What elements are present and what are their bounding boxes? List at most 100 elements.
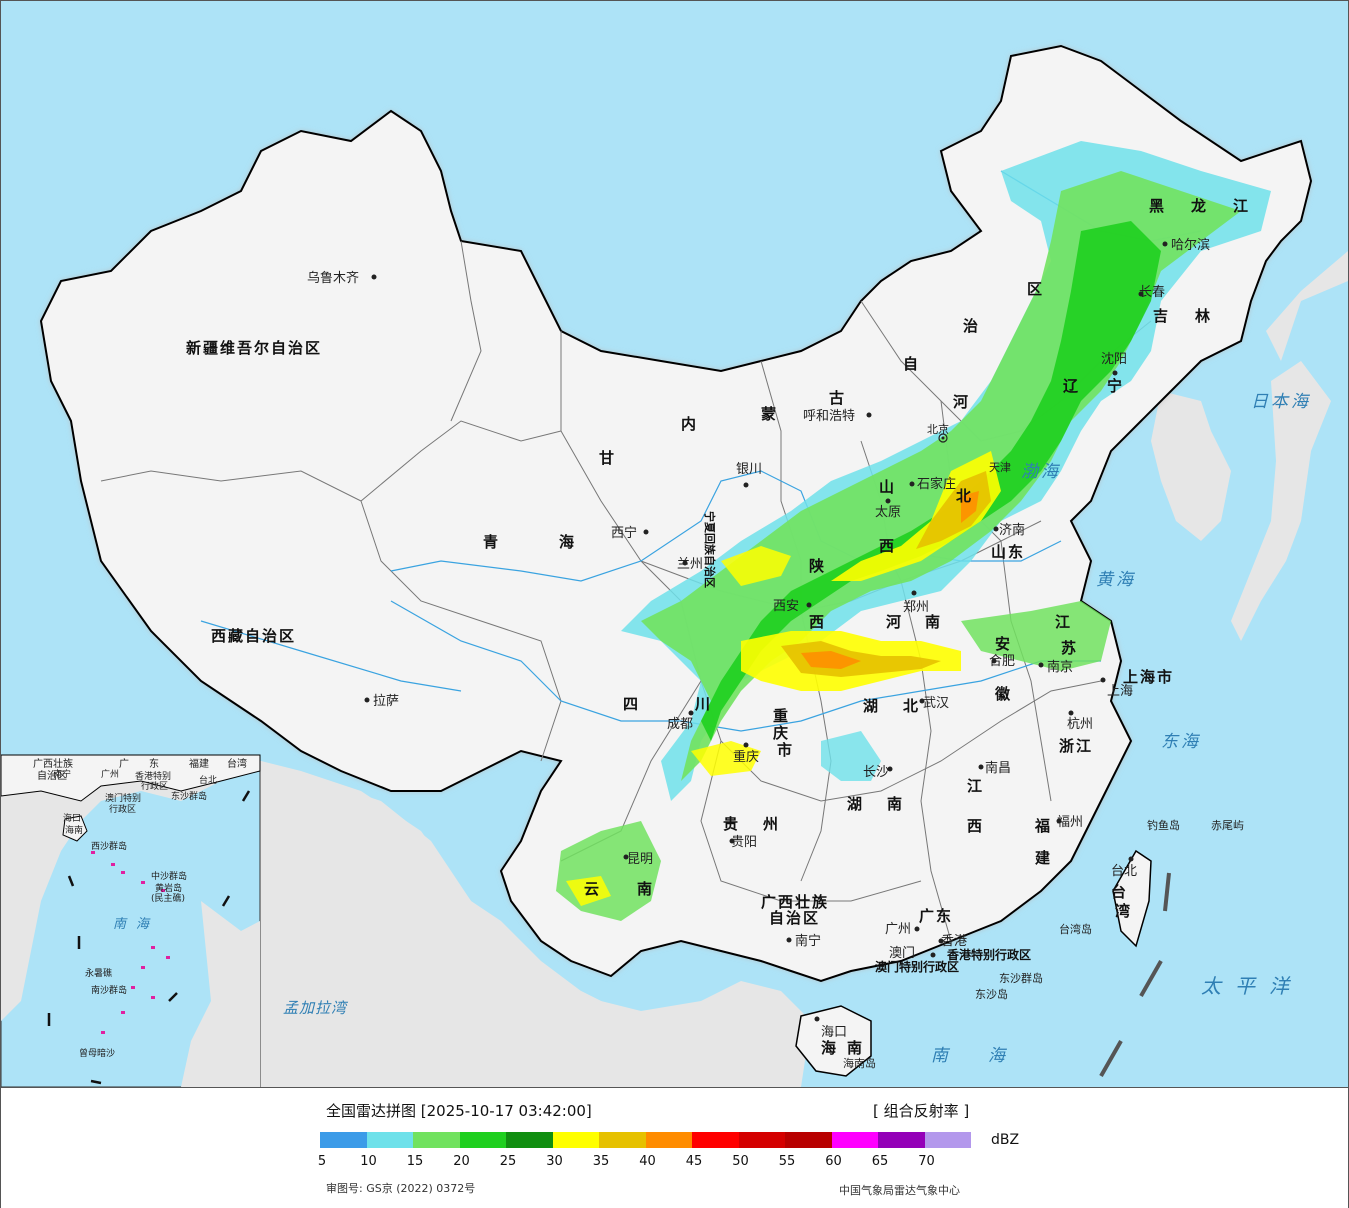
city-zhengzhou: 郑州 [903,600,929,615]
label-xinjiang: 新疆维吾尔自治区 [186,339,322,357]
city-harbin: 哈尔滨 [1171,237,1210,253]
label-taiwan-tai: 台 [1111,883,1128,901]
city-shijiazhuang: 石家庄 [917,476,956,492]
city-xining: 西宁 [611,525,637,541]
city-taipei: 台北 [1111,864,1137,879]
label-jiangsu-jiang: 江 [1055,613,1072,631]
label-henan-nan: 南 [925,613,942,631]
label-hlj-hei: 黑 [1149,197,1166,215]
city-nanjing: 南京 [1047,659,1073,675]
label-sichuan-si: 四 [623,695,640,713]
color-swatch [692,1132,739,1148]
city-shanghai: 上海 [1107,684,1133,699]
inset-dongsha: 东沙群岛 [171,790,207,802]
inset-guangdong-guang: 广 [119,758,129,770]
label-neimeng-nei: 内 [681,415,698,433]
radar-echoes [556,141,1271,921]
sea-bohai: 渤海 [1021,462,1061,482]
scale-tick-label: 50 [732,1154,749,1169]
china-land [39,44,1313,983]
city-lanzhou: 兰州 [677,557,703,572]
city-hefei: 合肥 [989,654,1015,669]
legend-panel: 全国雷达拼图 [2025-10-17 03:42:00] [ 组合反射率 ] d… [1,1087,1348,1208]
inset-nansha: 南沙群岛 [91,984,127,996]
city-lhasa: 拉萨 [373,694,399,709]
island-hainan: 海南岛 [843,1056,876,1070]
island-taiwan: 台湾岛 [1059,922,1092,936]
city-yinchuan: 银川 [736,462,762,477]
color-swatch [645,1132,692,1148]
taiwan-island [1112,849,1152,948]
label-shaanxi-xi: 西 [809,613,826,631]
label-shanxi-xi: 西 [879,537,896,555]
scale-tick-label: 70 [918,1154,935,1169]
color-swatch [413,1132,460,1148]
city-urumqi: 乌鲁木齐 [307,270,359,286]
inset-nanning: 南宁 [53,768,71,780]
label-anhui-an: 安 [995,635,1012,653]
hainan-island [795,1005,872,1077]
label-sichuan-chuan: 川 [694,695,712,713]
sea-south: 南海 [931,1046,1045,1066]
inset-haikou: 海口 [63,812,81,824]
color-swatch [459,1132,506,1148]
scale-tick-label: 45 [685,1154,703,1169]
city-shenyang: 沈阳 [1101,352,1127,367]
label-cq-qing: 庆 [773,724,790,742]
sea-east: 东海 [1161,732,1201,752]
color-swatch [924,1132,971,1148]
legend-product: [ 组合反射率 ] [873,1102,970,1120]
city-hongkong: 香港 [941,934,967,949]
city-xian: 西安 [773,599,799,614]
inset-hk2: 行政区 [141,780,168,792]
city-hohhot: 呼和浩特 [803,409,855,424]
label-fujian-fu: 福 [1034,817,1052,835]
label-henan-he: 河 [886,613,903,631]
label-liaoning-liao: 辽 [1063,377,1080,395]
inset-xisha: 西沙群岛 [91,840,127,852]
label-macau: 澳门特别行政区 [875,959,959,974]
inset-hainan: 海南 [65,824,83,836]
inset-fujian: 福建 [189,757,209,770]
color-swatch [366,1132,413,1148]
maritime-boundary-dashes [1099,872,1171,1077]
inset-guangxi: 广西壮族 [33,757,73,770]
color-swatch [831,1132,878,1148]
inset-guangzhou: 广州 [101,768,119,780]
city-taiyuan: 太原 [875,505,901,520]
scale-tick-label: 25 [499,1154,517,1169]
scale-tick-label: 15 [406,1154,424,1169]
city-markers [364,241,1168,1022]
radar-map: 新疆维吾尔自治区 西藏自治区 青 海 甘 内 蒙 古 自 治 区 黑 龙 江 吉… [1,1,1348,1087]
city-fuzhou: 福州 [1057,815,1083,830]
city-chengdu: 成都 [667,717,693,732]
city-jinan: 济南 [999,522,1025,538]
inset-huangyan2: (民主礁) [151,892,185,904]
city-nanchang: 南昌 [985,760,1011,776]
label-shandong: 山东 [991,543,1025,561]
color-swatch [320,1132,367,1148]
inset-hk: 香港特别 [135,770,171,782]
sea-japan: 日本海 [1251,392,1311,412]
label-hlj-jiang: 江 [1233,197,1250,215]
label-hunan-hu: 湖 [847,795,864,813]
scale-tick-label: 55 [778,1154,796,1169]
label-guizhou-zhou: 州 [762,815,780,833]
color-swatch [552,1132,599,1148]
scale-tick-label: 60 [825,1154,842,1169]
inset-macau2: 行政区 [109,803,136,815]
island-dongsha-dao: 东沙岛 [975,987,1008,1001]
city-guangzhou: 广州 [885,922,911,937]
scale-tick-label: 20 [453,1154,470,1169]
inset-taipei: 台北 [199,774,217,786]
foreign-land-korea-japan [1151,361,1331,641]
label-gansu: 甘 [599,449,616,467]
island-dongsha-qundao: 东沙群岛 [999,971,1043,985]
label-jilin-ji: 吉 [1153,307,1170,325]
city-tianjin: 天津 [989,461,1011,474]
label-hubei-bei: 北 [903,697,920,715]
label-yunnan-yun: 云 [584,880,601,898]
color-swatch [878,1132,925,1148]
scale-tick-label: 35 [592,1154,610,1169]
city-nanning: 南宁 [795,933,821,949]
